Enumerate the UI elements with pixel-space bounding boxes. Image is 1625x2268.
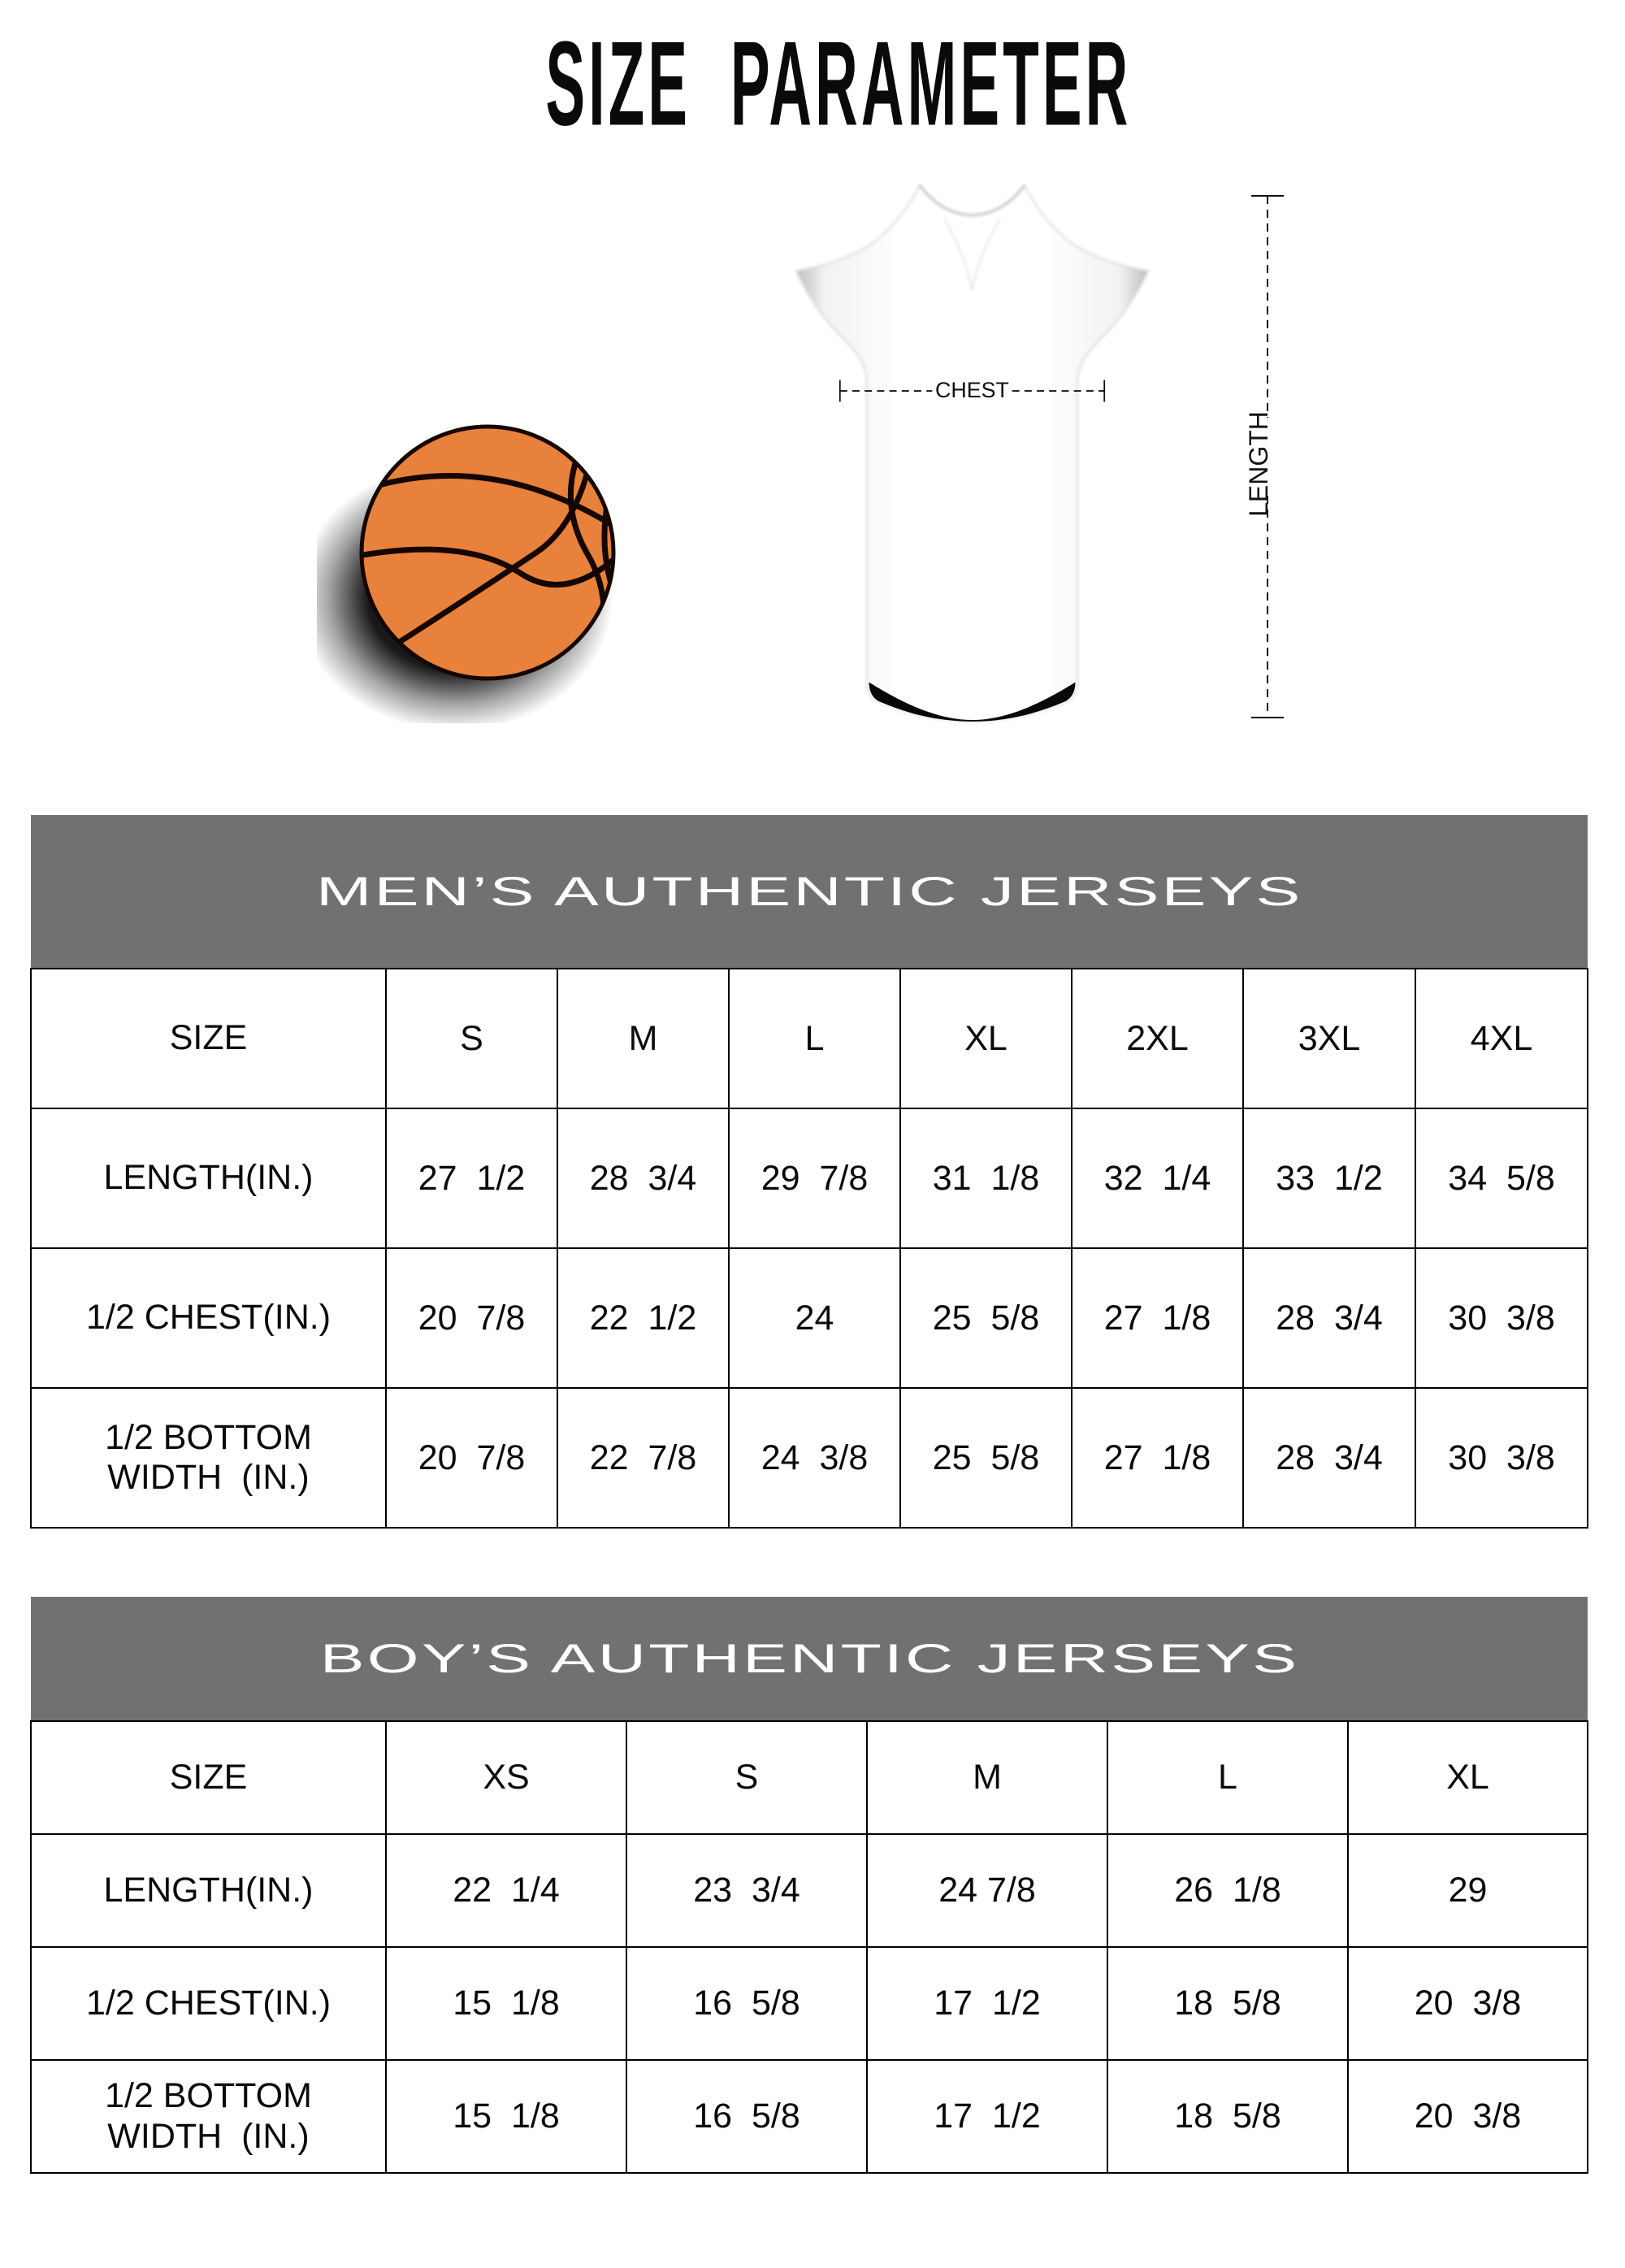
svg-text:LENGTH: LENGTH — [1244, 411, 1273, 517]
svg-text:CHEST: CHEST — [935, 378, 1009, 402]
